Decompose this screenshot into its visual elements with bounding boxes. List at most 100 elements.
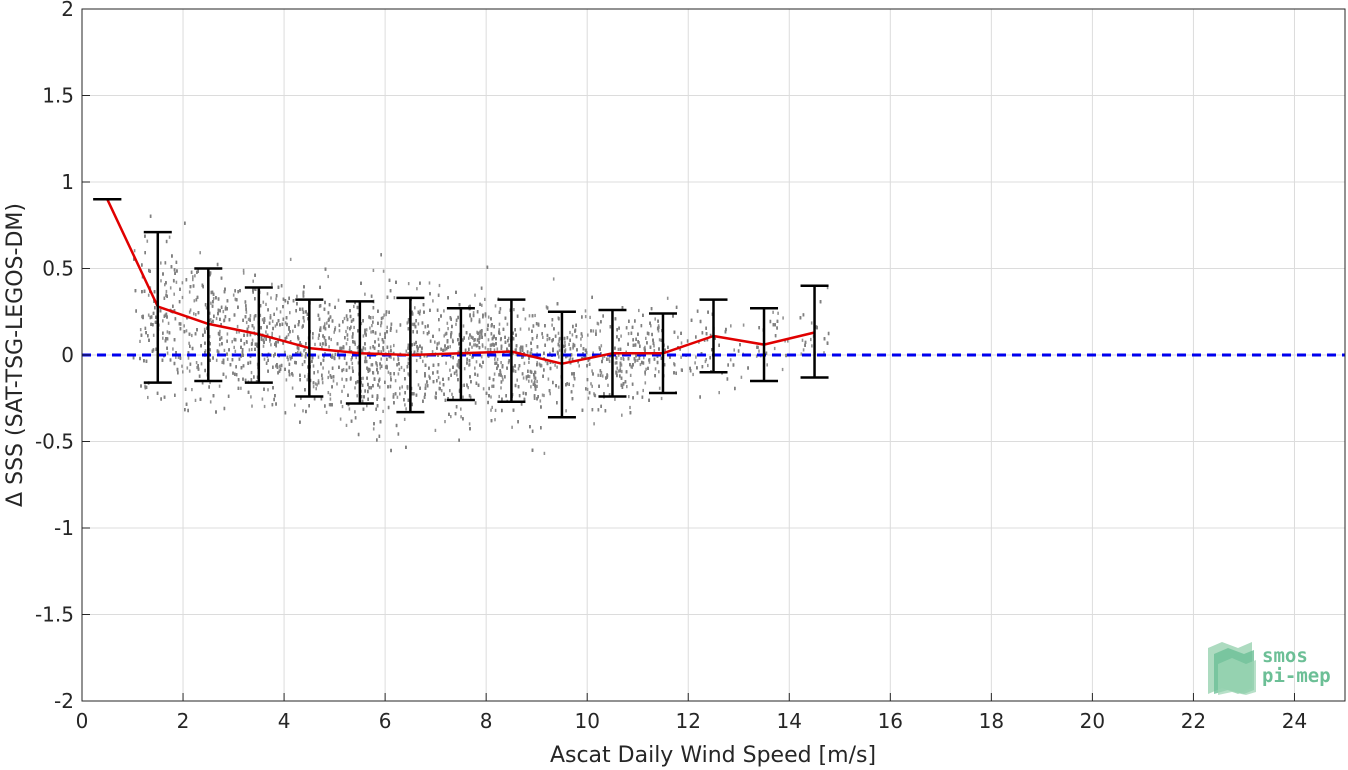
scatter-point [484,333,486,337]
scatter-point [507,361,510,365]
scatter-point [644,381,647,385]
scatter-point [209,380,211,385]
scatter-point [493,372,496,376]
scatter-point [620,363,623,367]
scatter-point [225,375,227,379]
scatter-point [266,333,269,337]
scatter-point [549,351,551,355]
scatter-point [364,328,366,332]
scatter-point [235,298,238,302]
scatter-point [373,346,376,350]
scatter-point [603,354,606,358]
scatter-point [354,342,356,346]
scatter-point [219,329,221,333]
scatter-point [600,344,603,348]
scatter-point [197,311,200,315]
scatter-point [386,295,389,299]
scatter-point [245,320,248,325]
scatter-point [275,294,278,298]
scatter-point [631,365,633,369]
scatter-point [711,348,713,352]
scatter-point [242,268,245,272]
scatter-point [331,319,334,323]
scatter-point [541,393,544,397]
scatter-point [646,331,649,335]
scatter-point [267,308,269,312]
scatter-point [330,337,332,342]
scatter-point [366,376,368,380]
scatter-point [415,358,418,363]
scatter-point [411,312,414,316]
scatter-point [245,304,247,308]
scatter-point [580,337,582,341]
scatter-point [134,289,137,293]
scatter-point [221,360,223,364]
scatter-point [398,362,400,366]
scatter-point [597,408,600,412]
scatter-point [174,317,177,321]
scatter-point [398,367,401,371]
scatter-point [285,316,288,320]
scatter-point [642,388,644,393]
scatter-point [388,350,390,354]
scatter-point [378,377,381,381]
scatter-point [593,393,596,397]
scatter-point [361,349,364,354]
scatter-point [525,377,528,381]
scatter-point [363,395,365,399]
scatter-point [164,261,167,265]
scatter-point [650,324,652,328]
scatter-point [341,377,343,381]
scatter-point [199,251,201,255]
scatter-point [572,345,574,349]
scatter-point [372,345,374,349]
scatter-point [181,364,183,368]
scatter-point [152,348,155,352]
scatter-point [175,280,178,284]
scatter-point [183,330,186,334]
scatter-point [564,340,566,344]
scatter-point [417,322,420,326]
scatter-point [673,362,675,366]
scatter-point [344,336,346,340]
scatter-point [299,373,301,377]
scatter-point [328,370,330,374]
scatter-point [520,402,523,406]
scatter-point [155,315,157,319]
scatter-point [469,333,471,337]
scatter-point [586,364,588,368]
scatter-point [369,355,371,359]
scatter-point [364,389,366,393]
scatter-point [159,309,162,313]
scatter-point [469,304,471,308]
scatter-point [291,386,294,390]
scatter-point [492,335,495,339]
scatter-point [173,309,176,313]
scatter-point [165,239,168,244]
scatter-point [186,366,189,370]
scatter-point [730,324,732,328]
scatter-point [436,346,438,350]
scatter-point [395,329,398,333]
scatter-point [210,321,213,325]
scatter-point [216,262,219,267]
scatter-point [220,336,223,340]
scatter-point [552,277,555,281]
scatter-point [619,364,622,368]
scatter-point [490,419,493,423]
scatter-point [599,369,602,373]
scatter-point [597,322,600,326]
scatter-point [460,415,462,419]
scatter-point [231,358,234,362]
scatter-point [617,353,620,357]
scatter-point [551,339,553,343]
scatter-point [449,316,452,320]
scatter-point [201,381,204,385]
scatter-point [365,328,368,332]
scatter-point [164,313,167,317]
scatter-point [765,351,768,355]
scatter-point [357,329,359,333]
scatter-point [380,253,382,257]
scatter-point [468,336,470,340]
scatter-point [322,334,324,338]
